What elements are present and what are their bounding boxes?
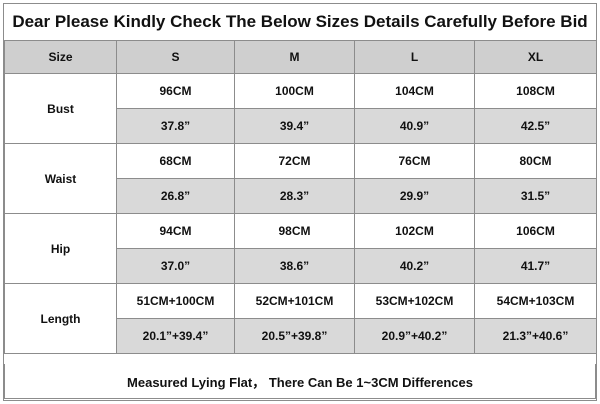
hip-xl-inch: 41.7” — [474, 248, 597, 284]
row-label-hip: Hip — [4, 213, 117, 284]
table-row: 26.8” 28.3” 29.9” 31.5” — [5, 178, 597, 214]
waist-m-inch: 28.3” — [234, 178, 355, 214]
bust-s-inch: 37.8” — [116, 108, 235, 144]
header-row: Size S M L XL — [4, 40, 597, 74]
waist-s-inch: 26.8” — [116, 178, 235, 214]
header-size: Size — [4, 40, 117, 74]
length-xl-inch: 21.3”+40.6” — [474, 318, 597, 354]
hip-l-cm: 102CM — [354, 213, 475, 249]
bust-xl-inch: 42.5” — [474, 108, 597, 144]
row-label-waist: Waist — [4, 143, 117, 214]
waist-m-cm: 72CM — [234, 143, 355, 179]
length-m-cm: 52CM+101CM — [234, 283, 355, 319]
header-s: S — [116, 40, 235, 74]
hip-m-inch: 38.6” — [234, 248, 355, 284]
table-row: 20.1”+39.4” 20.5”+39.8” 20.9”+40.2” 21.3… — [5, 318, 597, 354]
header-l: L — [354, 40, 475, 74]
length-l-inch: 20.9”+40.2” — [354, 318, 475, 354]
length-l-cm: 53CM+102CM — [354, 283, 475, 319]
bust-s-cm: 96CM — [116, 73, 235, 109]
hip-s-inch: 37.0” — [116, 248, 235, 284]
waist-xl-inch: 31.5” — [474, 178, 597, 214]
size-table: Size S M L XL Bust 96CM 100CM 104CM 108C… — [4, 40, 597, 354]
waist-l-inch: 29.9” — [354, 178, 475, 214]
table-row: Bust 96CM 100CM 104CM 108CM — [4, 73, 597, 144]
waist-xl-cm: 80CM — [474, 143, 597, 179]
bust-m-cm: 100CM — [234, 73, 355, 109]
chart-title: Dear Please Kindly Check The Below Sizes… — [12, 12, 588, 31]
row-label-length: Length — [4, 283, 117, 354]
hip-xl-cm: 106CM — [474, 213, 597, 249]
waist-l-cm: 76CM — [354, 143, 475, 179]
measurement-note: Measured Lying Flat， There Can Be 1~3CM … — [4, 364, 596, 399]
bust-l-cm: 104CM — [354, 73, 475, 109]
waist-s-cm: 68CM — [116, 143, 235, 179]
hip-l-inch: 40.2” — [354, 248, 475, 284]
row-label-bust: Bust — [4, 73, 117, 144]
length-s-cm: 51CM+100CM — [116, 283, 235, 319]
hip-m-cm: 98CM — [234, 213, 355, 249]
length-m-inch: 20.5”+39.8” — [234, 318, 355, 354]
bust-l-inch: 40.9” — [354, 108, 475, 144]
length-xl-cm: 54CM+103CM — [474, 283, 597, 319]
table-row: Waist 68CM 72CM 76CM 80CM — [4, 143, 597, 214]
table-row: Length 51CM+100CM 52CM+101CM 53CM+102CM … — [4, 283, 597, 354]
table-row: Hip 94CM 98CM 102CM 106CM — [4, 213, 597, 284]
header-m: M — [234, 40, 355, 74]
bust-xl-cm: 108CM — [474, 73, 597, 109]
bust-m-inch: 39.4” — [234, 108, 355, 144]
table-row: 37.0” 38.6” 40.2” 41.7” — [5, 248, 597, 284]
hip-s-cm: 94CM — [116, 213, 235, 249]
length-s-inch: 20.1”+39.4” — [116, 318, 235, 354]
header-xl: XL — [474, 40, 597, 74]
